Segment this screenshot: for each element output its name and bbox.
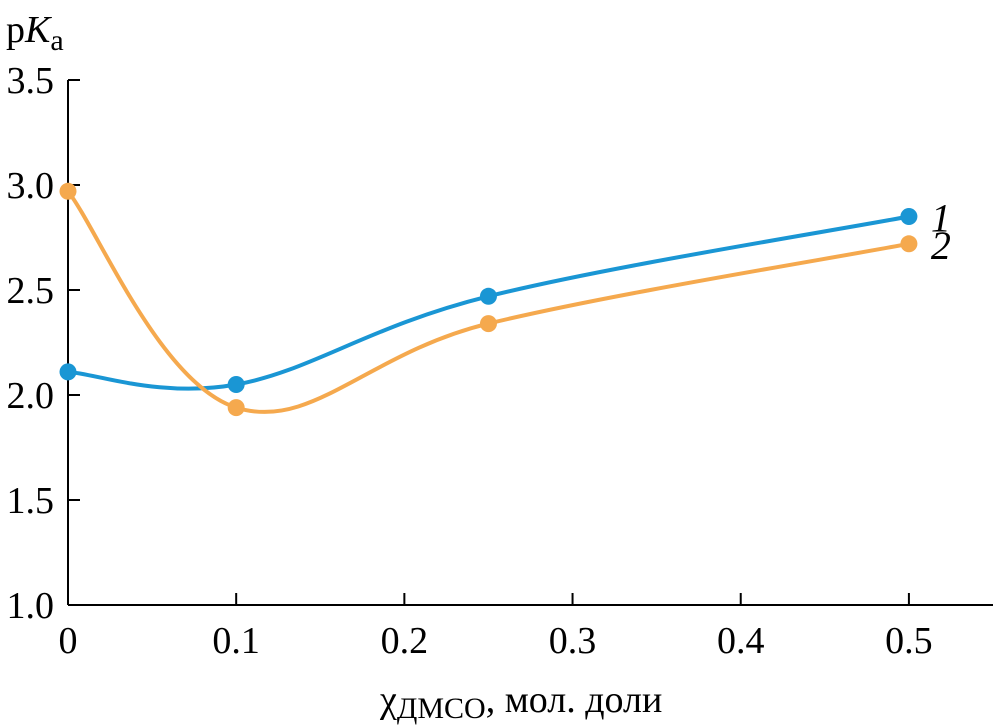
x-axis-title-rest: , мол. доли	[486, 679, 663, 721]
series-2-point	[479, 315, 497, 333]
y-tick-label: 1.5	[7, 480, 55, 522]
y-tick-label: 3.0	[7, 165, 55, 207]
series-2-point	[227, 399, 245, 417]
y-tick-label: 2.0	[7, 375, 55, 417]
series-2-label: 2	[931, 223, 951, 268]
y-axis-title: pKa	[6, 9, 64, 57]
axes: 1.0 1.5 2.0 2.5 3.0 3.5 0 0.1 0.2 0.3 0.4 0.5	[7, 60, 993, 662]
series-1-label: 1	[931, 196, 951, 241]
series-2-point	[59, 182, 77, 200]
series-layer: 12	[59, 182, 951, 417]
x-tick-label: 0.3	[549, 620, 597, 662]
series-2-line	[66, 190, 910, 414]
series-1-point	[227, 376, 245, 393]
series-1-point	[479, 287, 497, 305]
y-tick-label: 1.0	[7, 585, 55, 627]
y-axis-title-base: p	[6, 9, 25, 51]
x-tick-label: 0.2	[381, 620, 429, 662]
series-2-point	[900, 235, 918, 253]
x-axis-title: χДМСО, мол. доли	[379, 679, 662, 725]
x-axis-title-subscript: ДМСО	[397, 692, 486, 725]
y-axis-title-italic: K	[24, 9, 52, 51]
series-1: 1	[59, 196, 951, 393]
x-tick-label: 0	[59, 620, 78, 662]
x-axis-title-symbol: χ	[379, 679, 397, 721]
series-2: 2	[59, 182, 951, 417]
series-1-point	[900, 208, 918, 225]
y-axis-title-subscript: a	[50, 24, 63, 57]
y-tick-label: 3.5	[7, 60, 55, 102]
x-tick-label: 0.5	[885, 620, 933, 662]
y-tick-label: 2.5	[7, 270, 55, 312]
series-1-point	[59, 363, 77, 381]
x-tick-label: 0.4	[717, 620, 765, 662]
x-tick-label: 0.1	[212, 620, 260, 662]
series-1-line	[67, 214, 910, 391]
